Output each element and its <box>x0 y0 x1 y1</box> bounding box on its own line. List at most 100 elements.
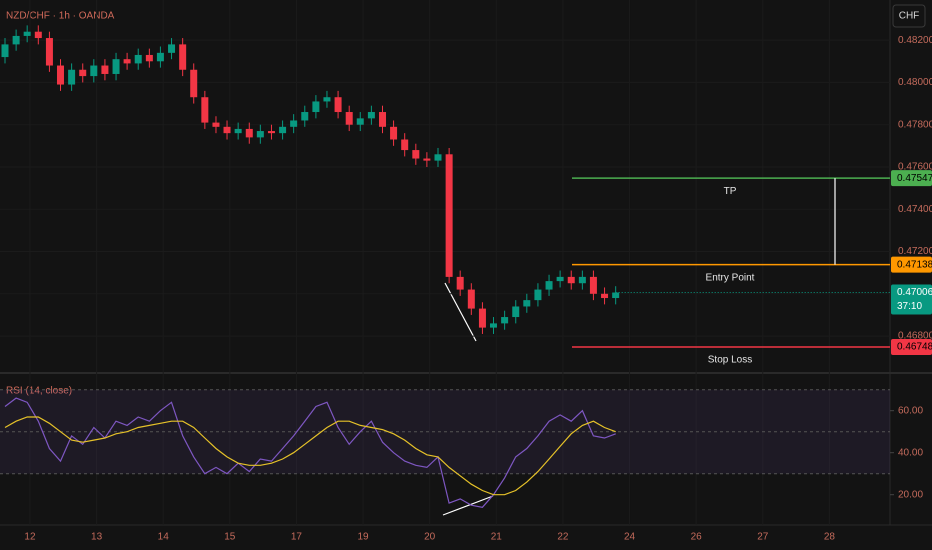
candle-body <box>190 69 198 98</box>
rsi-title: RSI (14, close) <box>6 386 72 397</box>
candle-body <box>578 276 586 284</box>
price-badge-text: 0.47138 <box>897 259 932 270</box>
candle-body <box>478 308 486 328</box>
candle-body <box>545 281 553 290</box>
x-tick-label: 28 <box>824 532 836 543</box>
rsi-tick-label: 40.00 <box>898 447 923 458</box>
x-tick-label: 26 <box>691 532 703 543</box>
x-tick-label: 13 <box>91 532 103 543</box>
candle-body <box>345 112 353 125</box>
candle-body <box>412 150 420 159</box>
candle-body <box>79 69 87 77</box>
candle-body <box>379 112 387 127</box>
candle-body <box>134 54 142 64</box>
candle-body <box>201 97 209 123</box>
candle-body <box>456 276 464 290</box>
candle-body <box>101 65 109 74</box>
price-badge <box>891 170 932 187</box>
candle-body <box>290 120 298 127</box>
candle-body <box>234 128 242 134</box>
candle-body <box>390 126 398 140</box>
x-tick-label: 22 <box>557 532 569 543</box>
x-tick-label: 19 <box>357 532 369 543</box>
candle-body <box>90 65 98 77</box>
candle-body <box>168 44 176 53</box>
y-tick-label: 0.47800 <box>898 119 932 130</box>
x-tick-label: 21 <box>491 532 503 543</box>
candle-body <box>23 31 31 36</box>
candle-body <box>45 38 53 66</box>
candle-body <box>512 306 520 318</box>
candle-body <box>445 154 453 277</box>
x-tick-label: 15 <box>224 532 236 543</box>
y-tick-label: 0.48200 <box>898 35 932 46</box>
price-badge-text: 0.46748 <box>897 342 932 353</box>
y-tick-label: 0.47200 <box>898 246 932 257</box>
price-badge-text: 0.47547 <box>897 173 932 184</box>
level-label: Entry Point <box>706 272 755 283</box>
candle-body <box>68 69 76 85</box>
x-tick-label: 12 <box>24 532 36 543</box>
candle-body <box>12 35 20 45</box>
y-tick-label: 0.47400 <box>898 204 932 215</box>
candle-body <box>223 126 231 134</box>
rsi-line <box>4 397 616 508</box>
candle-body <box>334 97 342 113</box>
candle-body <box>367 112 375 119</box>
last-price-badge <box>891 284 932 315</box>
candle-body <box>423 158 431 161</box>
candle-body <box>323 97 331 102</box>
x-tick-label: 17 <box>291 532 303 543</box>
price-badge <box>891 256 932 273</box>
candle-body <box>489 323 497 328</box>
countdown-text: 37:10 <box>897 301 922 312</box>
candle-body <box>112 59 120 74</box>
x-tick-label: 24 <box>624 532 636 543</box>
candle-body <box>523 300 531 307</box>
candle-body <box>179 44 187 70</box>
candle-body <box>34 31 42 39</box>
candle-body <box>534 289 542 301</box>
candle-body <box>601 293 609 299</box>
rsi-line <box>4 416 616 496</box>
candle-body <box>567 276 575 284</box>
y-tick-label: 0.48000 <box>898 77 932 88</box>
candle-body <box>467 289 475 309</box>
candle-body <box>589 276 597 294</box>
price-badge <box>891 339 932 356</box>
candle-body <box>312 101 320 113</box>
candle-body <box>245 128 253 138</box>
candle-body <box>401 139 409 151</box>
candle-body <box>256 131 264 138</box>
last-price-text: 0.47006 <box>897 287 932 298</box>
candle-body <box>301 112 309 121</box>
candle-body <box>612 292 620 299</box>
divergence-line <box>442 495 494 516</box>
chart-title: NZD/CHF · 1h · OANDA <box>6 11 115 22</box>
y-tick-label: 0.46800 <box>898 331 932 342</box>
candle-body <box>356 118 364 125</box>
divergence-line <box>444 282 477 342</box>
candle-body <box>556 276 564 282</box>
candle-body <box>267 131 275 134</box>
x-tick-label: 27 <box>757 532 769 543</box>
candle-body <box>1 44 9 58</box>
x-tick-label: 20 <box>424 532 436 543</box>
y-tick-label: 0.47600 <box>898 162 932 173</box>
level-label: TP <box>724 186 737 197</box>
rsi-tick-label: 60.00 <box>898 405 923 416</box>
candle-body <box>501 317 509 324</box>
candle-body <box>145 54 153 62</box>
rsi-tick-label: 20.00 <box>898 489 923 500</box>
x-tick-label: 14 <box>158 532 170 543</box>
level-label: Stop Loss <box>708 355 752 366</box>
currency: CHF <box>899 11 920 22</box>
candle-body <box>434 154 442 161</box>
candle-body <box>156 52 164 62</box>
candle-body <box>212 122 220 127</box>
currency-box[interactable] <box>892 4 926 28</box>
candle-body <box>279 126 287 134</box>
